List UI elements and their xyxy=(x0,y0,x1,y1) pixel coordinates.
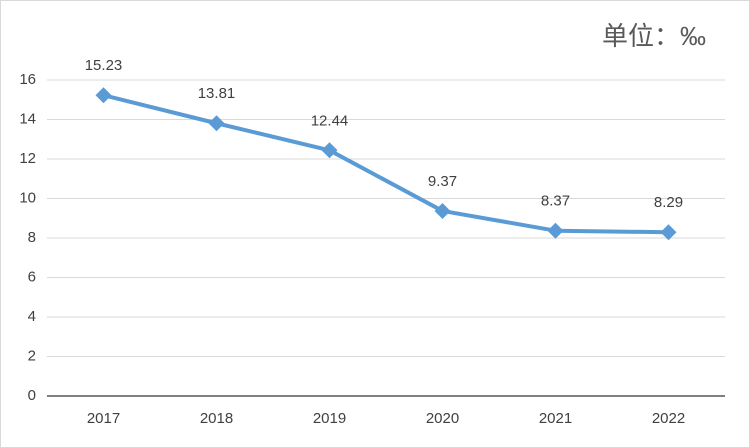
marker xyxy=(434,202,451,219)
data-label: 9.37 xyxy=(428,173,457,190)
marker xyxy=(95,87,112,104)
x-tick-label: 2017 xyxy=(87,410,120,427)
data-label: 13.81 xyxy=(198,85,236,102)
marker xyxy=(660,224,677,241)
x-tick-label: 2018 xyxy=(200,410,233,427)
y-tick-label: 8 xyxy=(28,229,36,246)
unit-annotation: 单位：‰ xyxy=(602,21,706,51)
y-tick-label: 4 xyxy=(28,308,36,325)
y-tick-label: 10 xyxy=(19,189,36,206)
x-tick-label: 2020 xyxy=(426,410,459,427)
data-label: 12.44 xyxy=(311,112,349,129)
x-tick-label: 2022 xyxy=(652,410,685,427)
y-tick-label: 16 xyxy=(19,71,36,88)
y-tick-label: 12 xyxy=(19,150,36,167)
marker xyxy=(547,222,564,239)
x-tick-label: 2019 xyxy=(313,410,346,427)
data-label: 15.23 xyxy=(85,57,123,74)
line xyxy=(103,93,669,235)
marker xyxy=(321,142,338,159)
y-tick-label: 6 xyxy=(28,268,36,285)
y-tick-label: 0 xyxy=(28,387,36,404)
marker xyxy=(208,115,225,132)
x-tick-label: 2021 xyxy=(539,410,572,427)
data-label: 8.37 xyxy=(541,193,570,210)
y-tick-label: 2 xyxy=(28,347,36,364)
y-tick-label: 14 xyxy=(19,110,36,127)
data-label: 8.29 xyxy=(654,194,683,211)
